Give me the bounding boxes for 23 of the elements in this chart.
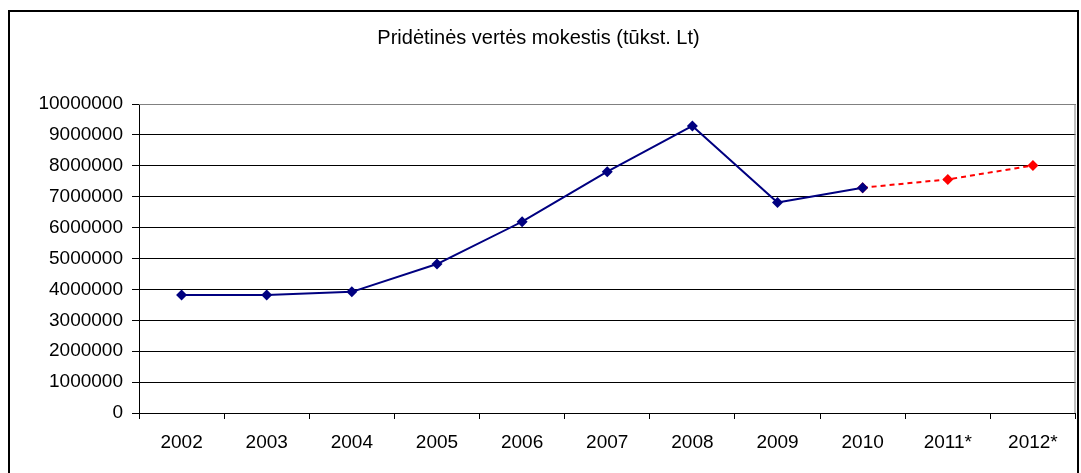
x-tick-label: 2011* <box>923 430 973 452</box>
x-tick-label: 2009 <box>756 430 799 452</box>
x-tick-label: 2008 <box>671 430 714 452</box>
y-tick-label: 1000000 <box>49 370 123 392</box>
x-tick-label: 2012* <box>1008 430 1059 452</box>
y-tick-label: 0 <box>112 401 123 423</box>
y-tick-label: 2000000 <box>49 339 123 361</box>
y-tick-label: 7000000 <box>49 184 123 206</box>
x-tick-label: 2007 <box>586 430 629 452</box>
y-tick-label: 4000000 <box>49 277 123 299</box>
y-tick-label: 8000000 <box>49 154 123 176</box>
y-tick-label: 9000000 <box>49 123 123 145</box>
y-tick-label: 10000000 <box>38 92 123 114</box>
chart-title: Pridėtinės vertės mokestis (tūkst. Lt) <box>377 25 700 48</box>
y-tick-label: 3000000 <box>49 308 123 330</box>
x-tick-label: 2003 <box>245 430 288 452</box>
x-tick-label: 2006 <box>500 430 544 452</box>
y-tick-label: 5000000 <box>49 246 123 268</box>
x-tick-label: 2005 <box>415 430 459 452</box>
x-tick-label: 2004 <box>330 430 374 452</box>
y-tick-label: 6000000 <box>49 215 123 237</box>
x-tick-label: 2010 <box>841 430 884 452</box>
x-tick-label: 2002 <box>160 430 203 452</box>
